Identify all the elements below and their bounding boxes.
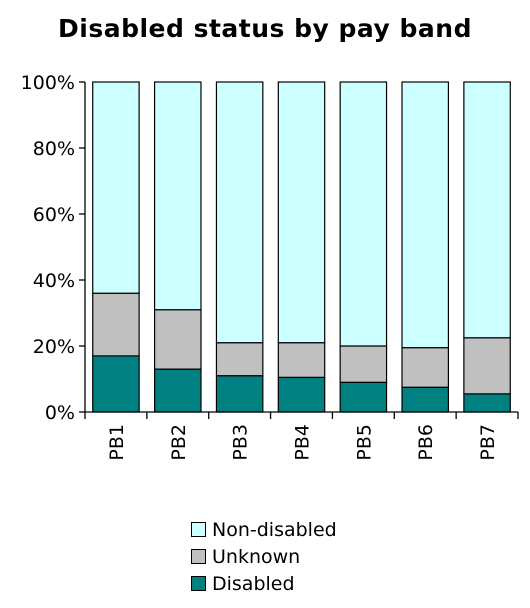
axes-group: 0% 20% 40% 60% 80% 100% PB1 PB2 PB3 PB4 PB5 PB6 PB7 [21, 72, 519, 461]
bar-unknown-pb2 [153, 309, 202, 370]
chart-plot: 0% 20% 40% 60% 80% 100% PB1 PB2 PB3 PB4 PB5 PB6 PB7 [21, 72, 519, 461]
x-tick-label-pb4: PB4 [292, 424, 314, 461]
x-tick-label-pb5: PB5 [353, 424, 375, 461]
y-tick-label: 20% [33, 336, 75, 358]
legend-swatch [191, 549, 206, 564]
y-tick-label: 40% [33, 270, 75, 292]
x-tick-label-pb3: PB3 [230, 424, 252, 461]
legend-item-unknown: Unknown [191, 543, 337, 570]
x-tick-label-pb6: PB6 [415, 424, 437, 461]
bar-disabled-pb4 [277, 376, 326, 413]
y-tick-label: 0% [45, 402, 75, 424]
bar-non-disabled-pb6 [401, 81, 450, 349]
bar-disabled-pb3 [215, 375, 264, 413]
legend-item-non-disabled: Non-disabled [191, 516, 337, 543]
bar-unknown-pb1 [92, 292, 140, 357]
bar-disabled-pb5 [339, 381, 388, 413]
legend-swatch [191, 522, 206, 537]
x-tick-label-pb1: PB1 [106, 424, 128, 461]
bar-non-disabled-pb7 [463, 81, 511, 339]
y-tick-label: 100% [21, 72, 75, 94]
y-tick-label: 60% [33, 204, 75, 226]
legend: Non-disabled Unknown Disabled [191, 516, 337, 597]
bar-non-disabled-pb2 [153, 81, 202, 311]
bar-disabled-pb6 [401, 386, 450, 413]
legend-swatch [191, 576, 206, 591]
x-tick-label-pb2: PB2 [168, 424, 190, 461]
bar-disabled-pb7 [463, 393, 511, 413]
bar-unknown-pb6 [401, 347, 450, 388]
y-tick-label: 80% [33, 138, 75, 160]
bars-group [92, 81, 511, 413]
bar-non-disabled-pb5 [339, 81, 388, 347]
bar-unknown-pb4 [277, 342, 326, 378]
bar-unknown-pb7 [463, 337, 511, 395]
bar-non-disabled-pb3 [215, 81, 264, 344]
x-tick-label-pb7: PB7 [477, 424, 499, 461]
chart-title: Disabled status by pay band [58, 14, 472, 43]
legend-label: Disabled [212, 572, 295, 595]
legend-label: Non-disabled [212, 518, 337, 541]
bar-non-disabled-pb1 [92, 81, 140, 294]
legend-label: Unknown [212, 545, 301, 568]
bar-unknown-pb5 [339, 345, 388, 383]
bar-non-disabled-pb4 [277, 81, 326, 344]
legend-item-disabled: Disabled [191, 570, 337, 597]
bar-disabled-pb2 [153, 368, 202, 413]
bar-unknown-pb3 [215, 342, 264, 377]
bar-disabled-pb1 [92, 355, 140, 413]
